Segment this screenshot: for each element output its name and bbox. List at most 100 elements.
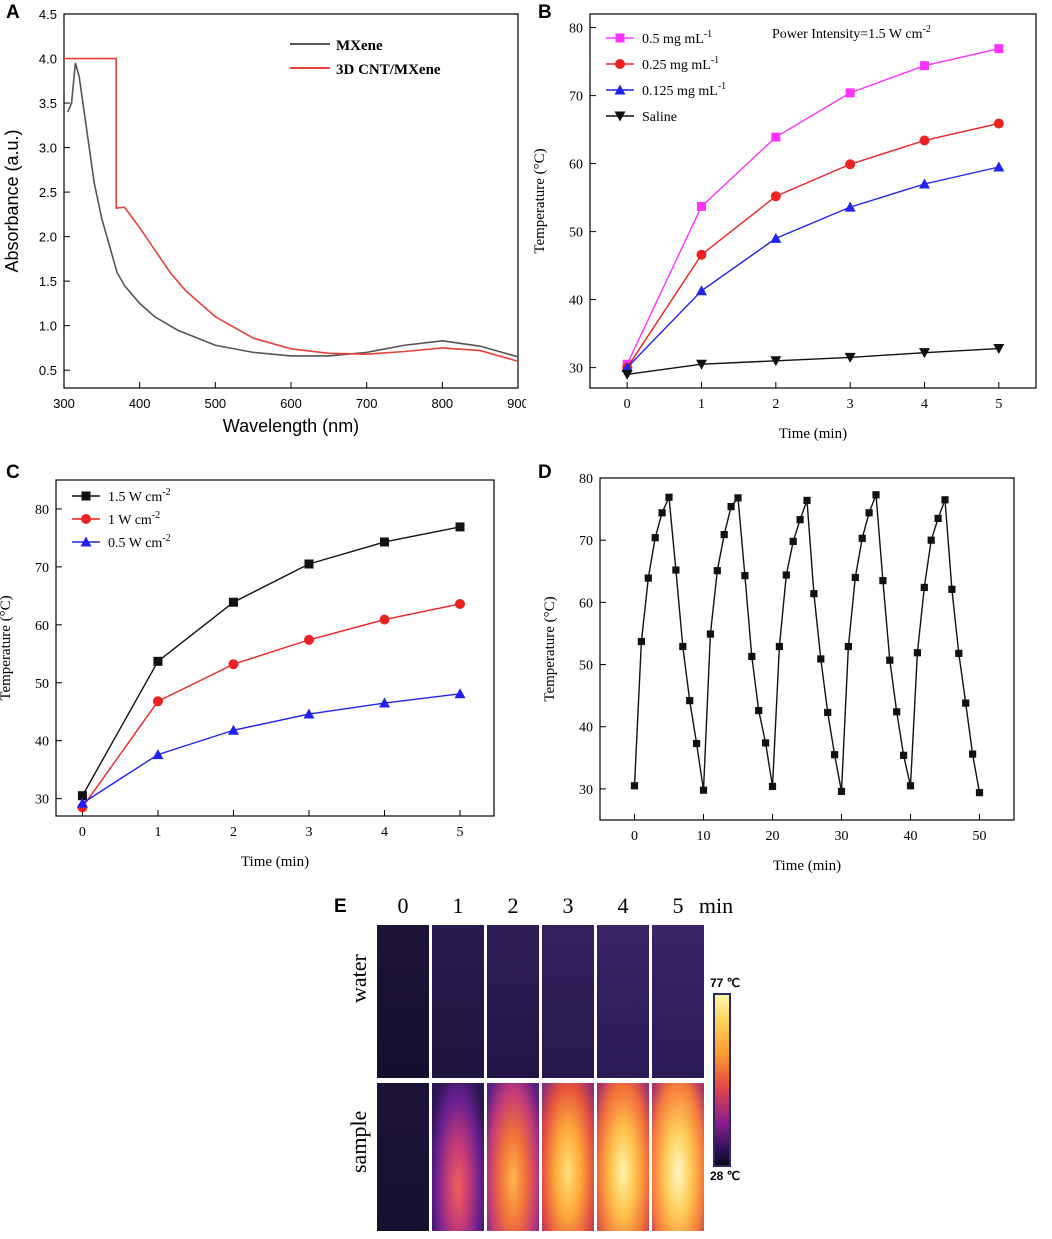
chart-d-ylabel: Temperature (°C) [542,596,558,701]
chart-a-ytick-label: 3.0 [39,141,57,156]
chart-d-point [803,496,811,504]
chart-a-ytick-label: 0.5 [39,363,57,378]
chart-d-xtick-label: 10 [697,829,711,844]
chart-b-point [696,285,707,296]
chart-d-point [637,637,645,646]
chart-c-xtick-label: 4 [381,825,388,840]
chart-a-ytick-label: 2.5 [39,185,57,200]
chart-c-legend-marker-1 [81,514,91,524]
chart-d-point [927,536,935,544]
row-label-water: water [346,954,371,1003]
thermal-image-sample-5 [652,1083,704,1231]
chart-d-point [630,782,639,790]
chart-b-point [845,159,856,170]
chart-c-legend-marker-0 [81,491,91,501]
chart-d-point [824,708,832,717]
chart-d-point [955,649,963,657]
chart-c-point [455,522,465,532]
chart-c-point [76,797,88,808]
panel-label-e: E [334,896,347,917]
chart-b-ytick-label: 80 [569,22,583,37]
chart-d-point [693,739,701,748]
chart-b-xtick-label: 0 [624,397,631,412]
chart-b-point [621,362,633,373]
chart-b-xtick-label: 1 [698,397,705,412]
colorbar-max-label: 77 ℃ [710,976,741,990]
chart-d-point [900,751,908,759]
chart-c-point [152,696,163,707]
chart-a-ytick-label: 1.5 [39,274,57,289]
chart-d-point [686,697,694,705]
thermal-image-sample-0 [377,1083,429,1231]
chart-b-ytick-label: 50 [569,226,583,241]
chart-d-point [913,649,921,657]
chart-a-ytick-label: 3.5 [39,96,57,111]
chart-d-point [713,567,721,575]
chart-c-point [379,697,390,708]
thermal-image-sample-3 [542,1083,594,1231]
chart-c-xtick-label: 3 [305,825,312,840]
chart-b-point [770,191,781,202]
chart-c-point [380,537,389,547]
chart-c-point [228,659,239,670]
col-header-4: 4 [617,893,629,918]
chart-d-point [762,739,770,747]
chart-b-series-line-1 [626,122,999,368]
chart-d-cycling: 0 10 20 30 40 50 30 40 50 60 70 80 Time (min) Tempera… [542,472,1015,874]
col-header-5: 5 [672,893,684,918]
chart-b-legend-label-2: 0.125 mg mL-1 [642,81,726,99]
chart-c-ytick-label: 50 [35,677,49,692]
chart-b-legend-marker-0 [615,33,625,43]
chart-d-point [865,509,873,517]
chart-d-xtick-label: 50 [973,829,987,844]
thermal-image-sample-2 [487,1083,539,1231]
chart-b-ytick-label: 60 [569,158,583,173]
chart-d-ytick-label: 70 [579,534,593,549]
chart-b-point [696,359,707,370]
chart-c-xtick-label: 1 [154,825,161,840]
chart-d-ytick-label: 30 [579,783,593,798]
thermal-image-water-3 [542,925,594,1078]
chart-b-xtick-label: 3 [847,397,854,412]
chart-b-point [697,201,706,211]
chart-d-point [879,577,887,585]
chart-b-legend-marker-1 [615,59,625,69]
chart-b-series-line-0 [626,47,999,365]
panel-e-thermal-images: 0 1 2 3 4 5 min water sample 77 ℃ 28 ℃ [330,893,750,1233]
chart-c-point [77,791,87,801]
chart-c-point [227,724,239,735]
temperature-colorbar [713,993,731,1167]
chart-d-point [934,514,942,523]
chart-b-ytick-label: 40 [569,294,583,309]
thermal-image-water-2 [487,925,539,1078]
chart-a-absorbance: 300 400 500 600 700 800 900 0.5 1.0 1.5 2.0 2.5 3.0 3… [2,7,526,436]
chart-b-series-line-3 [627,347,999,376]
chart-b-point [770,356,782,367]
chart-b-legend-label-0: 0.5 mg mL-1 [642,29,712,47]
chart-c-legend-marker-2 [80,536,92,547]
thermal-image-sample-1 [432,1083,484,1231]
chart-a-legend-label-0: MXene [336,38,383,54]
chart-d-point [962,699,970,707]
col-header-0: 0 [397,893,409,918]
chart-a-series-line-0 [67,62,519,358]
chart-c-xlabel: Time (min) [241,854,309,870]
chart-c-xtick-label: 2 [230,825,237,840]
chart-d-ytick-label: 40 [579,721,593,736]
chart-c-xtick-label: 5 [457,825,464,840]
chart-b-point [920,61,929,71]
chart-a-frame [63,13,519,389]
chart-d-ytick-label: 80 [579,472,593,487]
chart-b-point [993,161,1005,172]
chart-d-point [837,787,846,795]
chart-c-xtick-label: 0 [79,825,86,840]
chart-c-point [303,708,315,719]
chart-d-point [755,706,763,715]
chart-b-point [845,88,855,98]
chart-d-point [720,530,728,539]
chart-a-series-line-1 [64,57,519,363]
chart-d-point [699,786,708,794]
chart-d-point [782,571,790,579]
chart-d-point [886,656,894,664]
chart-d-point [796,516,804,524]
